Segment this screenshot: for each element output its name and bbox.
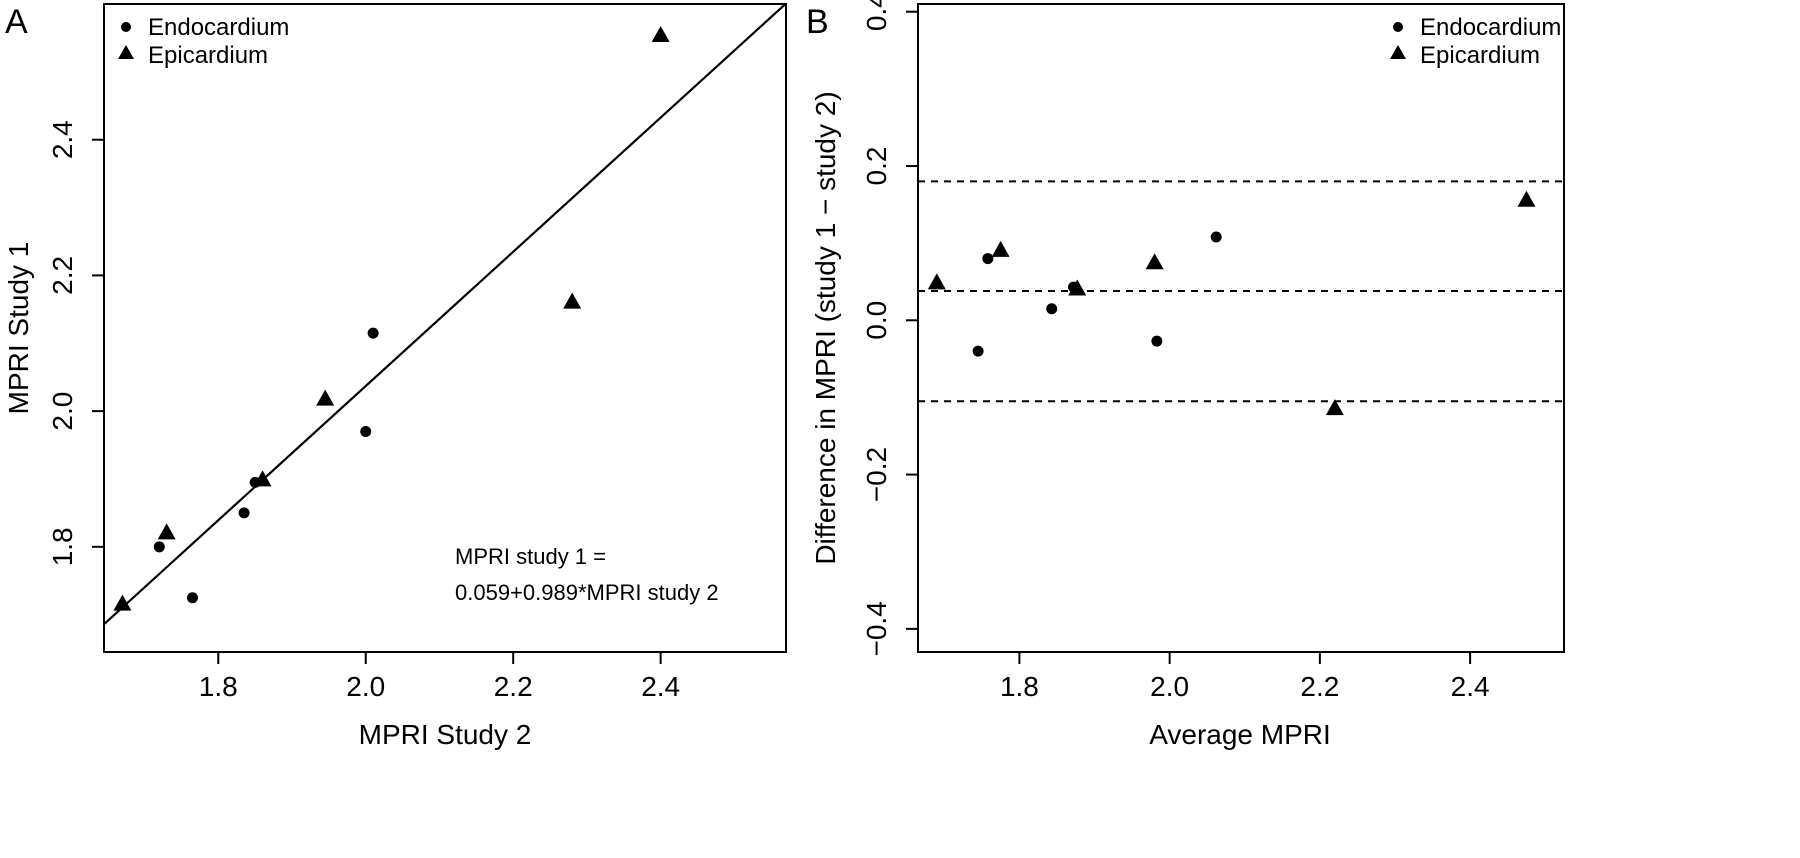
endocardium-point — [1046, 303, 1058, 315]
regression-equation-line-1: MPRI study 1 = — [455, 544, 606, 569]
panel-a-y-axis-title: MPRI Study 1 — [3, 242, 34, 415]
endocardium-point — [153, 541, 165, 553]
x-tick-label: 1.8 — [199, 671, 238, 702]
panel-a-legend: Endocardium Epicardium — [118, 14, 289, 69]
legend-triangle-marker — [1390, 45, 1406, 59]
epicardium-point — [1517, 190, 1536, 207]
endocardium-point — [1151, 335, 1163, 347]
x-tick-label: 2.4 — [641, 671, 680, 702]
endocardium-point — [238, 507, 250, 519]
regression-line — [104, 4, 786, 626]
panel-b-plot-box — [917, 3, 1565, 653]
legend-triangle-marker — [118, 45, 134, 59]
panel-b-ticks: 1.8 2.0 2.2 2.4 −0.4 −0.2 0.0 0.2 0.4 — [861, 0, 1490, 702]
epicardium-point — [927, 273, 946, 290]
panel-a-points — [113, 25, 670, 611]
y-tick-label: −0.4 — [861, 601, 892, 656]
x-tick-label: 2.0 — [1150, 671, 1189, 702]
panel-a: A 1.8 2.0 2.2 2.41.82.02.22.4 MPRI Study 2 … — [3, 3, 787, 750]
y-tick-label: 0.4 — [861, 0, 892, 31]
panel-b-y-axis-title: Difference in MPRI (study 1 − study 2) — [810, 91, 841, 564]
panel-a-ticks: 1.8 2.0 2.2 2.4 1.8 2.0 2.2 2.4 — [47, 120, 680, 702]
panel-b-legend-epicardium: Epicardium — [1420, 42, 1540, 69]
y-tick-label: 0.2 — [861, 147, 892, 186]
endocardium-point — [367, 327, 379, 339]
endocardium-point — [982, 253, 994, 265]
legend-circle-marker — [1393, 22, 1403, 32]
panel-a-regression-layer — [104, 4, 786, 626]
y-tick-label: 0.0 — [861, 301, 892, 340]
y-tick-label: 1.8 — [47, 527, 78, 566]
panel-a-legend-epicardium: Epicardium — [148, 42, 268, 69]
x-tick-label: 1.8 — [1000, 671, 1039, 702]
panel-a-label: A — [5, 3, 28, 41]
y-tick-label: 2.4 — [47, 120, 78, 159]
epicardium-point — [1145, 253, 1164, 270]
epicardium-point — [991, 240, 1010, 257]
panel-b-reference-lines — [918, 180, 1564, 403]
panel-b-legend-endocardium: Endocardium — [1420, 14, 1561, 41]
panel-a-legend-endocardium: Endocardium — [148, 14, 289, 41]
endocardium-point — [360, 425, 372, 437]
regression-equation-line-2: 0.059+0.989*MPRI study 2 — [455, 580, 719, 605]
panel-b-legend: Endocardium Epicardium — [1390, 14, 1561, 69]
panel-b: B 1.8 2.0 2.2 2.4 −0.4 −0.2 0.0 0.2 0.4 Average … — [806, 0, 1565, 750]
epicardium-point — [563, 292, 582, 309]
panel-a-x-axis-title: MPRI Study 2 — [359, 719, 532, 750]
x-tick-label: 2.4 — [1451, 671, 1490, 702]
epicardium-point — [113, 594, 132, 611]
x-tick-label: 2.2 — [494, 671, 533, 702]
panel-b-x-axis-title: Average MPRI — [1149, 719, 1331, 750]
endocardium-point — [972, 345, 984, 357]
epicardium-point — [1068, 279, 1087, 296]
y-tick-label: 2.0 — [47, 392, 78, 431]
legend-circle-marker — [121, 22, 131, 32]
endocardium-point — [1210, 231, 1222, 243]
y-tick-label: −0.2 — [861, 447, 892, 502]
y-tick-label: 2.2 — [47, 256, 78, 295]
endocardium-point — [186, 592, 198, 604]
panel-b-label: B — [806, 3, 829, 41]
epicardium-point — [651, 25, 670, 42]
x-tick-label: 2.2 — [1300, 671, 1339, 702]
epicardium-point — [157, 523, 176, 540]
panel-a-plot-box — [103, 3, 787, 653]
panel-b-points — [927, 190, 1536, 416]
epicardium-point — [1325, 399, 1344, 416]
x-tick-label: 2.0 — [346, 671, 385, 702]
epicardium-point — [316, 389, 335, 406]
epicardium-point — [253, 470, 272, 487]
